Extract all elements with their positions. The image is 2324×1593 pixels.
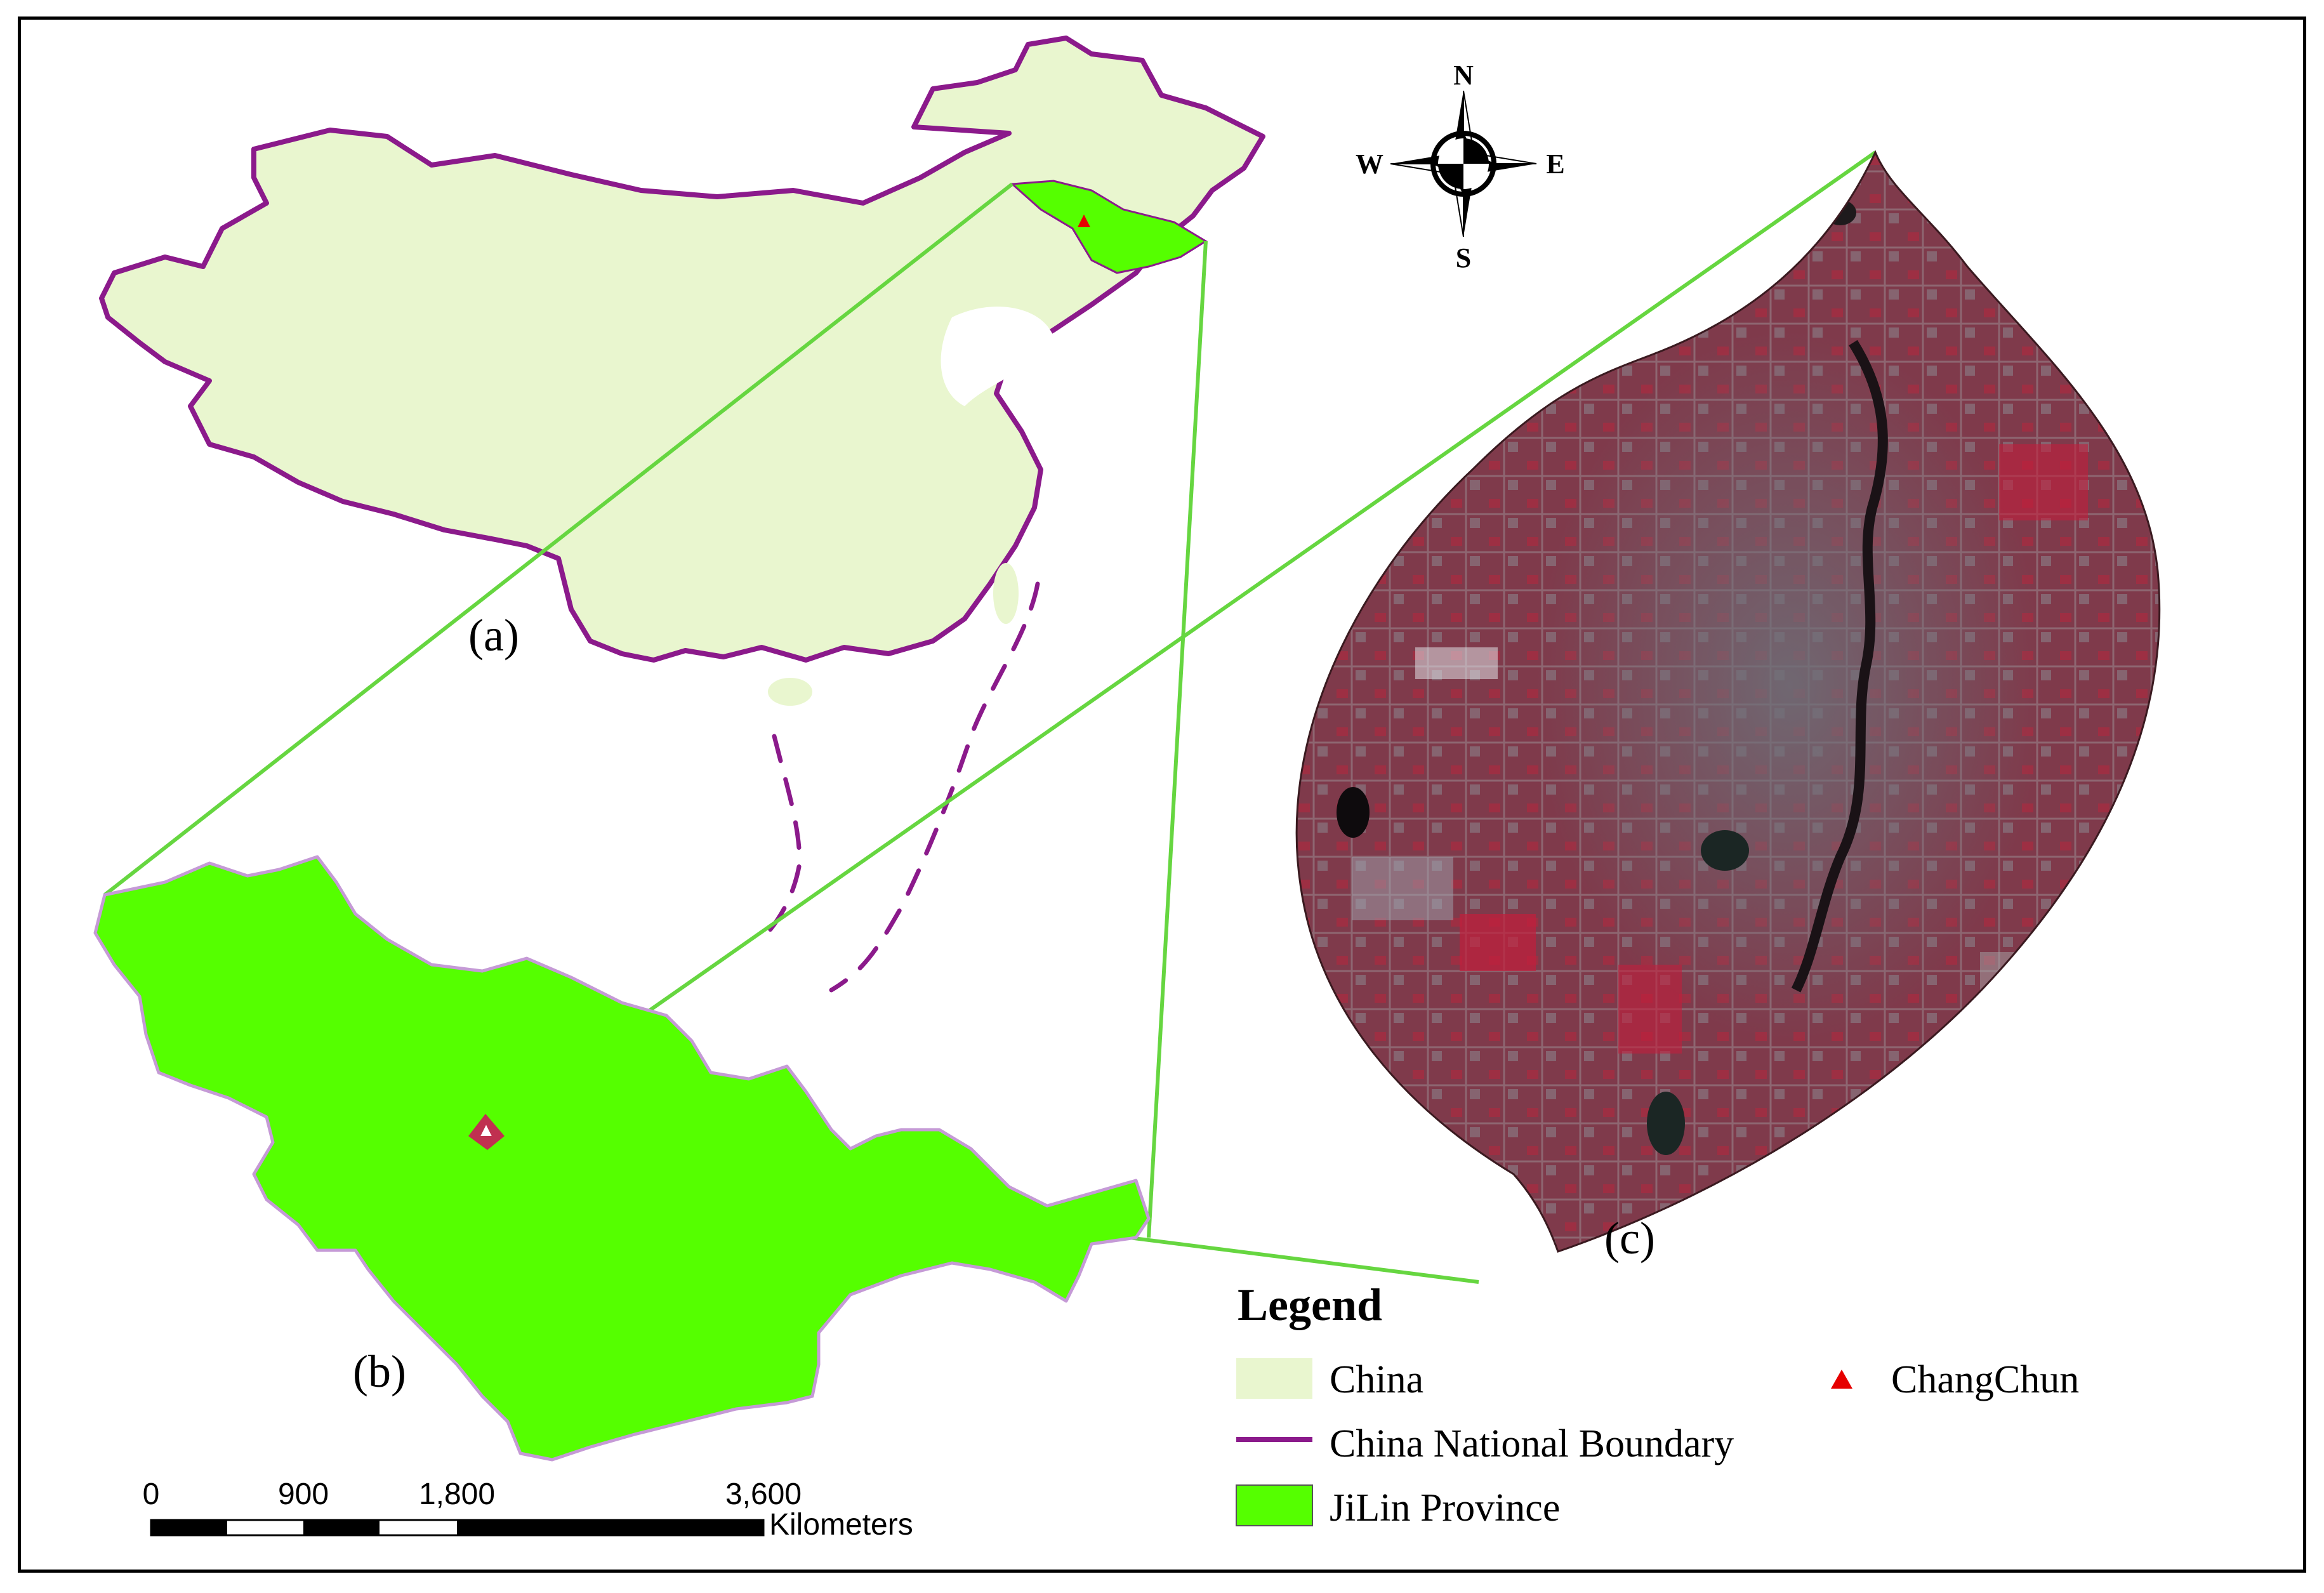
hainan-island — [768, 678, 812, 706]
china-landmass — [99, 36, 1265, 663]
scale-tick-3600: 3,600 — [725, 1477, 802, 1511]
legend-label-china: China — [1330, 1358, 1423, 1401]
east-label: E — [1546, 149, 1564, 180]
jilin-province-map — [93, 855, 1151, 1462]
panel-label-b: (b) — [353, 1346, 406, 1397]
changchun-marker-small — [1078, 215, 1090, 227]
legend-swatch-jilin — [1236, 1484, 1313, 1526]
scale-bar: 0 900 1,800 3,600 Kilometers — [143, 1477, 913, 1542]
legend-label-boundary: China National Boundary — [1330, 1422, 1734, 1465]
legend-title: Legend — [1238, 1279, 1382, 1330]
legend-swatch-changchun — [1831, 1370, 1852, 1389]
changchun-marker-large — [476, 1119, 496, 1139]
scale-tick-900: 900 — [278, 1477, 329, 1511]
scale-unit: Kilometers — [769, 1508, 913, 1542]
west-label: W — [1356, 149, 1383, 180]
south-label: S — [1456, 242, 1471, 274]
china-map — [99, 36, 1265, 993]
legend-swatch-china — [1236, 1358, 1312, 1399]
changchun-satellite-image — [1295, 150, 2161, 1253]
panel-label-c: (c) — [1604, 1213, 1655, 1264]
jilin-province-shape — [93, 855, 1151, 1462]
taiwan-island — [993, 563, 1019, 624]
bohai-sea — [941, 307, 1053, 406]
legend: Legend China China National Boundary JiL… — [1236, 1279, 2079, 1530]
legend-label-changchun: ChangChun — [1891, 1358, 2079, 1401]
north-arrow: N S E W — [1356, 60, 1565, 274]
legend-label-jilin: JiLin Province — [1330, 1486, 1560, 1530]
panel-label-a: (a) — [468, 610, 519, 661]
scale-tick-1800: 1,800 — [419, 1477, 495, 1511]
north-label: N — [1453, 60, 1474, 91]
jilin-in-china — [1010, 180, 1208, 274]
satellite-boundary — [1295, 150, 2161, 1253]
scale-tick-0: 0 — [143, 1477, 160, 1511]
